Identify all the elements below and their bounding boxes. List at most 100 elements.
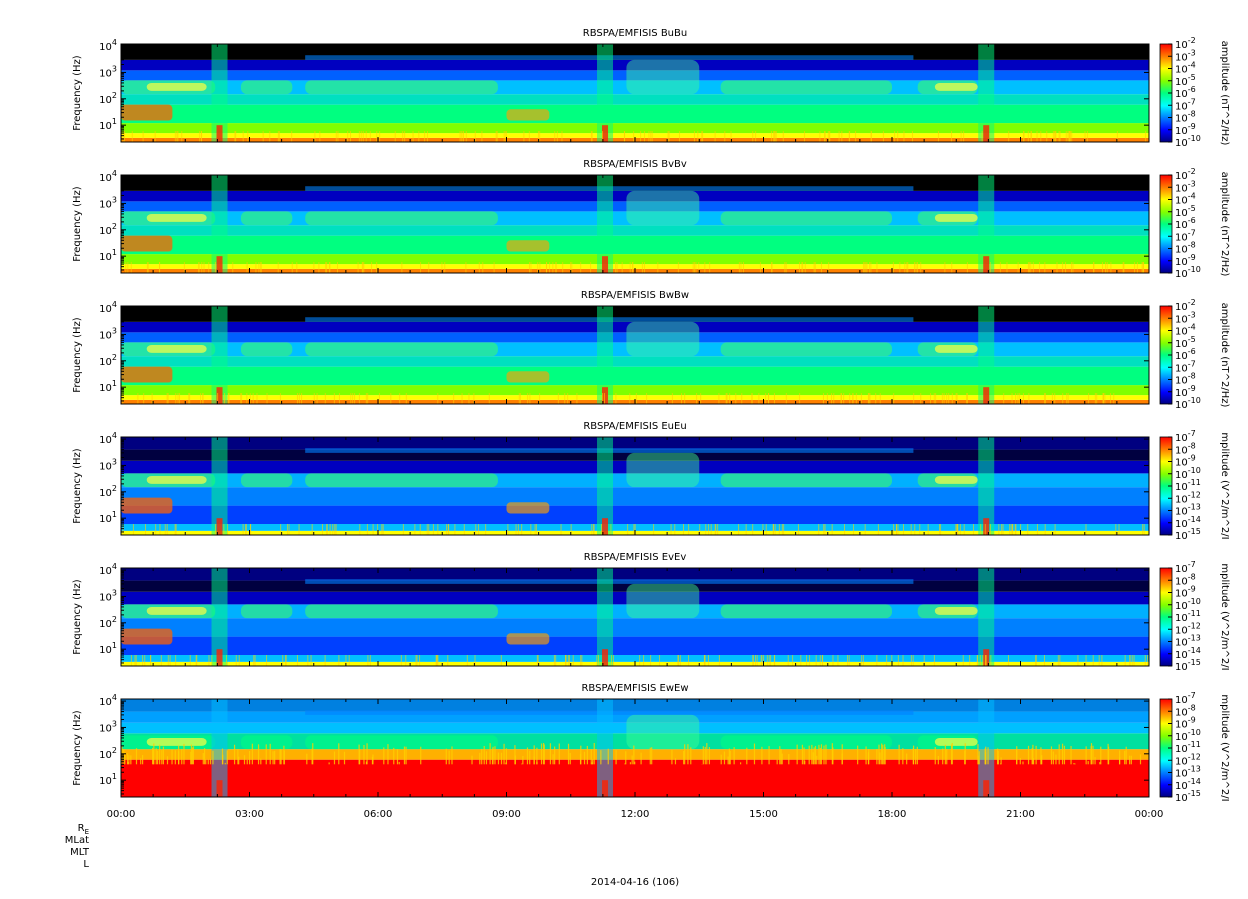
spike bbox=[536, 655, 538, 666]
spike bbox=[815, 655, 817, 666]
spike bbox=[812, 752, 814, 765]
spike bbox=[940, 524, 942, 535]
spike bbox=[142, 131, 144, 142]
spike bbox=[1115, 524, 1117, 535]
spike bbox=[448, 750, 450, 765]
x-tick-label: 09:00 bbox=[492, 809, 521, 820]
spike bbox=[674, 758, 677, 765]
spike bbox=[765, 524, 767, 535]
spike bbox=[1067, 393, 1069, 404]
spike bbox=[999, 262, 1001, 273]
emic-emission bbox=[506, 240, 550, 252]
spike bbox=[1006, 262, 1008, 273]
spike bbox=[214, 262, 216, 273]
spike bbox=[565, 655, 567, 666]
spike bbox=[494, 746, 496, 765]
spike bbox=[684, 393, 686, 404]
frequency-band bbox=[121, 332, 1149, 343]
spike bbox=[1106, 262, 1108, 273]
colorbar-tick-label: 10-12 bbox=[1175, 621, 1201, 636]
spike bbox=[704, 655, 706, 666]
spike bbox=[646, 393, 648, 404]
frequency-band bbox=[121, 94, 1149, 105]
spike bbox=[829, 131, 831, 142]
spike bbox=[1054, 131, 1056, 142]
spike bbox=[740, 262, 742, 273]
spike bbox=[824, 131, 826, 142]
spike bbox=[554, 746, 556, 765]
spike bbox=[245, 524, 247, 535]
spike bbox=[962, 655, 964, 666]
spike bbox=[296, 393, 298, 404]
spike bbox=[533, 745, 535, 765]
colorbar-tick-label: 10-11 bbox=[1175, 740, 1201, 755]
y-tick-label: 104 bbox=[99, 169, 117, 184]
spike bbox=[870, 262, 872, 273]
spike bbox=[459, 131, 461, 142]
spike bbox=[745, 524, 747, 535]
spike bbox=[274, 750, 276, 765]
spike bbox=[590, 131, 592, 142]
spike bbox=[155, 524, 157, 535]
spike bbox=[432, 524, 434, 535]
spike bbox=[529, 750, 531, 765]
spike bbox=[937, 131, 939, 142]
spike bbox=[1090, 743, 1093, 765]
spike bbox=[943, 393, 945, 404]
hiss-band bbox=[240, 80, 293, 95]
spike bbox=[869, 262, 871, 273]
spike bbox=[797, 524, 799, 535]
spike bbox=[553, 655, 555, 666]
frequency-band bbox=[121, 385, 1149, 396]
spike bbox=[1017, 393, 1019, 404]
spike bbox=[723, 751, 726, 765]
spike bbox=[966, 262, 968, 273]
spike bbox=[207, 759, 209, 765]
spike bbox=[1099, 762, 1101, 765]
spike bbox=[283, 745, 285, 765]
y-tick-label: 104 bbox=[99, 562, 117, 577]
spike bbox=[607, 748, 609, 765]
spike bbox=[857, 745, 859, 765]
spike bbox=[593, 743, 595, 765]
spike bbox=[1012, 524, 1014, 535]
spike bbox=[977, 744, 979, 765]
spike bbox=[1035, 745, 1037, 765]
spike bbox=[1096, 393, 1098, 404]
spike bbox=[130, 655, 132, 666]
spike bbox=[394, 131, 396, 142]
spike bbox=[580, 745, 582, 765]
spike bbox=[537, 262, 539, 273]
y-tick-label: 101 bbox=[99, 379, 117, 394]
spike bbox=[955, 393, 957, 404]
colorbar-tick-label: 10-9 bbox=[1175, 585, 1196, 600]
spike bbox=[272, 751, 274, 765]
spike bbox=[964, 750, 966, 765]
spike bbox=[151, 393, 153, 404]
colorbar-label: mplitude (V^2/m^2/I bbox=[1219, 432, 1230, 539]
spike bbox=[648, 131, 650, 142]
spike bbox=[352, 393, 354, 404]
spike bbox=[756, 655, 758, 666]
spike bbox=[698, 262, 700, 273]
spike bbox=[906, 753, 908, 765]
colorbar-tick-label: 10-11 bbox=[1175, 609, 1201, 624]
spike bbox=[933, 393, 935, 404]
spike bbox=[640, 131, 642, 142]
colorbar-tick-label: 10-4 bbox=[1175, 61, 1196, 76]
spike bbox=[191, 747, 194, 765]
perigee-feature bbox=[211, 175, 228, 273]
plasmasphere-region bbox=[626, 59, 700, 95]
spike bbox=[724, 131, 726, 142]
colorbar-tick-label: 10-6 bbox=[1175, 216, 1196, 231]
spike bbox=[369, 131, 371, 142]
spike bbox=[977, 655, 979, 666]
spike bbox=[603, 393, 605, 404]
colorbar-label: amplitude (nT^2/Hz) bbox=[1219, 41, 1230, 146]
spike bbox=[847, 655, 849, 666]
spike bbox=[709, 262, 711, 273]
spike bbox=[554, 131, 556, 142]
spike bbox=[781, 753, 783, 765]
spike bbox=[946, 749, 948, 765]
spike bbox=[649, 747, 651, 765]
